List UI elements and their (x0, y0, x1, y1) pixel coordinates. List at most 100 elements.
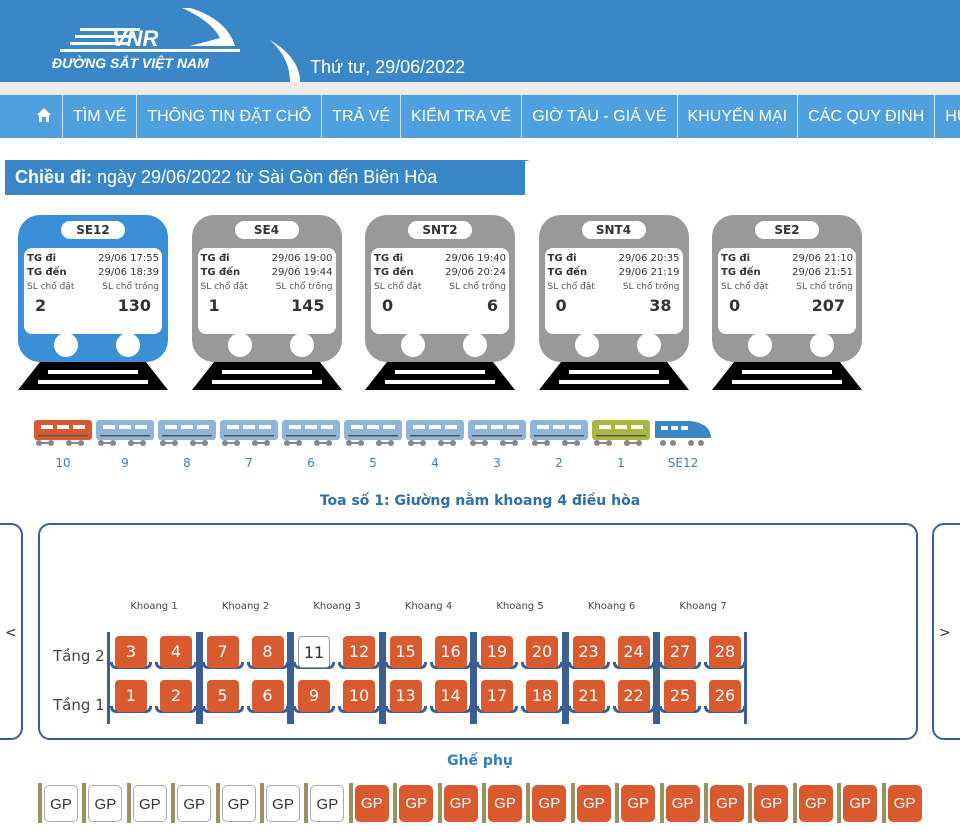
nav-home[interactable] (30, 95, 62, 138)
seat-10[interactable]: 10 (343, 680, 375, 712)
prev-arrow[interactable]: < (5, 625, 17, 641)
wheel-icon (463, 333, 487, 357)
train-card-SE4[interactable]: SE4 TG đi 29/06 19:00 TG đến 29/06 19:44 SL c… (191, 215, 342, 395)
prev-coach-button[interactable] (0, 523, 23, 740)
seat-26[interactable]: 26 (709, 680, 741, 712)
extra-seat[interactable]: GP (177, 785, 212, 822)
extra-seat[interactable]: GP (266, 785, 300, 822)
trip-heading: Chiều đi: ngày 29/06/2022 từ Sài Gòn đến… (5, 160, 525, 195)
seat-4[interactable]: 4 (160, 636, 192, 668)
coach-car-9[interactable] (95, 418, 155, 450)
extra-seat[interactable]: GP (443, 785, 478, 822)
seat-12[interactable]: 12 (343, 636, 375, 668)
train-info: TG đi 29/06 19:00 TG đến 29/06 19:44 SL chổ … (197, 248, 336, 334)
arrive-label: TG đến (374, 267, 414, 278)
nav-item[interactable]: TRẢ VÉ (321, 95, 400, 138)
coach-car-8[interactable] (157, 418, 217, 450)
nav-item[interactable]: TÌM VÉ (62, 95, 136, 138)
count-labels: SL chổ đặt SL chổ trống (27, 280, 159, 294)
extra-seat[interactable]: GP (887, 785, 922, 822)
car-label: 6 (307, 456, 315, 470)
coach-car-7[interactable] (219, 418, 279, 450)
train-card-SE2[interactable]: SE2 TG đi 29/06 21:10 TG đến 29/06 21:51 SL c… (712, 215, 862, 395)
coach-car-5[interactable] (343, 418, 403, 450)
coach-car-2[interactable] (529, 418, 589, 450)
coach-car-3[interactable] (467, 418, 527, 450)
extra-seat[interactable]: GP (88, 785, 123, 822)
seat-18[interactable]: 18 (526, 680, 558, 712)
seat-14[interactable]: 14 (434, 680, 467, 712)
extra-seat[interactable]: GP (843, 785, 878, 822)
nav-item[interactable]: CÁC QUY ĐỊNH (797, 95, 934, 138)
seat-16[interactable]: 16 (434, 636, 467, 668)
seat-5[interactable]: 5 (206, 680, 239, 712)
seat-25[interactable]: 25 (664, 680, 696, 712)
extra-seat[interactable]: GP (132, 785, 167, 822)
nav-item[interactable]: THÔNG TIN ĐẶT CHỖ (136, 95, 321, 138)
seat-21[interactable]: 21 (572, 680, 605, 712)
seat-6[interactable]: 6 (251, 680, 284, 712)
coach-car-1[interactable] (591, 418, 651, 450)
car-label: 5 (369, 456, 377, 470)
extra-seat[interactable]: GP (44, 785, 78, 822)
extra-seat[interactable]: GP (665, 785, 700, 822)
train-name: SNT2 (408, 221, 472, 239)
seat-11[interactable]: 11 (298, 636, 330, 668)
compartment-label: Khoang 5 (496, 601, 544, 612)
seat-1[interactable]: 1 (115, 680, 147, 712)
train-card-SNT4[interactable]: SNT4 TG đi 29/06 20:35 TG đến 29/06 21:19 SL … (538, 215, 689, 395)
seat-13[interactable]: 13 (389, 680, 422, 712)
seat-22[interactable]: 22 (617, 680, 650, 712)
seat-2[interactable]: 2 (160, 680, 192, 712)
count-values: 1 145 (201, 294, 333, 315)
extra-seat[interactable]: GP (754, 785, 789, 822)
extra-seat[interactable]: GP (576, 785, 611, 822)
coach-car-10[interactable] (33, 418, 93, 450)
extra-seat[interactable]: GP (532, 785, 567, 822)
train-card-SE12[interactable]: SE12 TG đi 29/06 17:55 TG đến 29/06 18:39 SL … (18, 215, 168, 395)
extra-seat[interactable]: GP (621, 785, 656, 822)
nav-item[interactable]: KHUYẾN MẠI (676, 95, 798, 138)
extra-seat[interactable]: GP (354, 785, 389, 822)
car-label: 1 (617, 456, 625, 470)
extra-seat[interactable]: GP (310, 785, 345, 822)
coach-car-4[interactable] (405, 418, 465, 450)
nav-item[interactable]: KIỂM TRA VÉ (400, 95, 521, 138)
seat-27[interactable]: 27 (664, 636, 696, 668)
extra-seat[interactable]: GP (710, 785, 744, 822)
seat-19[interactable]: 19 (481, 636, 513, 668)
seat-24[interactable]: 24 (617, 636, 650, 668)
seat-23[interactable]: 23 (572, 636, 605, 668)
wheel-icon (636, 333, 661, 357)
seat-7[interactable]: 7 (206, 636, 239, 668)
arrive-row: TG đến 29/06 21:51 (721, 266, 853, 280)
train-card-SNT2[interactable]: SNT2 TG đi 29/06 19:40 TG đến 29/06 20:24 SL … (365, 215, 515, 395)
extra-seat[interactable]: GP (399, 785, 434, 822)
seat-15[interactable]: 15 (389, 636, 422, 668)
arrive-time: 29/06 19:44 (271, 267, 333, 278)
locomotive-icon[interactable] (653, 418, 713, 450)
header-gap (0, 82, 960, 95)
extra-seat[interactable]: GP (221, 785, 256, 822)
nav-item[interactable]: GIỜ TÀU - GIÁ VÉ (521, 95, 676, 138)
seat-8[interactable]: 8 (251, 636, 284, 668)
main-nav: TÌM VÉ THÔNG TIN ĐẶT CHỖ TRẢ VÉ KIỂM TRA VÉ… (0, 95, 960, 138)
vnr-logo[interactable]: VNR (50, 8, 300, 82)
next-arrow[interactable]: > (939, 625, 951, 641)
seat-3[interactable]: 3 (115, 636, 147, 668)
seat-20[interactable]: 20 (526, 636, 558, 668)
extra-seat[interactable]: GP (488, 785, 522, 822)
seat-28[interactable]: 28 (709, 636, 741, 668)
seat-9[interactable]: 9 (298, 680, 330, 712)
next-coach-button[interactable] (932, 523, 960, 740)
free-label: SL chổ trống (102, 282, 159, 292)
seat-17[interactable]: 17 (481, 680, 513, 712)
extra-seat[interactable]: GP (798, 785, 833, 822)
nav-item[interactable]: HƯỚ (934, 95, 960, 138)
coach-car-6[interactable] (281, 418, 341, 450)
compartment-label: Khoang 4 (404, 601, 453, 612)
count-values: 2 130 (27, 294, 159, 315)
train-name: SE12 (61, 221, 125, 239)
car-label: 4 (431, 456, 439, 470)
train-name: SE4 (234, 221, 299, 239)
